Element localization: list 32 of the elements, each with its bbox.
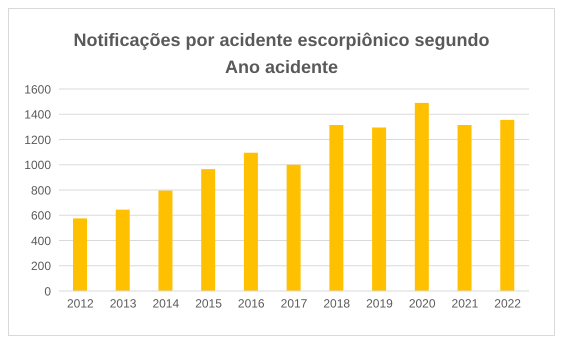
x-tick-label: 2014 [152,296,180,311]
bar [414,102,429,291]
bar [244,152,258,291]
bar [73,218,87,291]
bar [458,124,472,291]
x-tick-label: 2021 [452,296,479,311]
x-tick-label: 2013 [110,296,137,311]
y-tick-label: 1400 [24,108,52,122]
x-tick-label: 2017 [280,296,308,311]
x-tick-label: 2016 [238,296,265,311]
y-tick-label: 1200 [24,132,52,147]
y-tick-label: 800 [30,183,52,198]
y-tick-label: 1600 [24,82,52,96]
chart-title: Notificações por acidente escorpiônico segundo Ano acidente [72,29,491,79]
x-tick-label: 2022 [494,296,522,311]
y-tick-label: 200 [30,259,52,274]
bar [286,164,301,291]
bar [372,128,386,291]
y-tick-label: 400 [30,234,52,248]
y-tick-label: 1000 [24,158,52,172]
bar [201,169,216,291]
bar [329,124,344,291]
x-tick-label: 2018 [323,296,350,311]
y-tick-label: 0 [44,284,52,298]
x-tick-label: 2015 [195,296,222,311]
bar [116,210,130,291]
x-tick-label: 2019 [366,296,394,311]
x-tick-label: 2012 [67,296,94,311]
bar [500,120,514,291]
bar [158,190,172,291]
y-tick-label: 600 [30,208,52,223]
x-tick-label: 2020 [408,296,436,311]
